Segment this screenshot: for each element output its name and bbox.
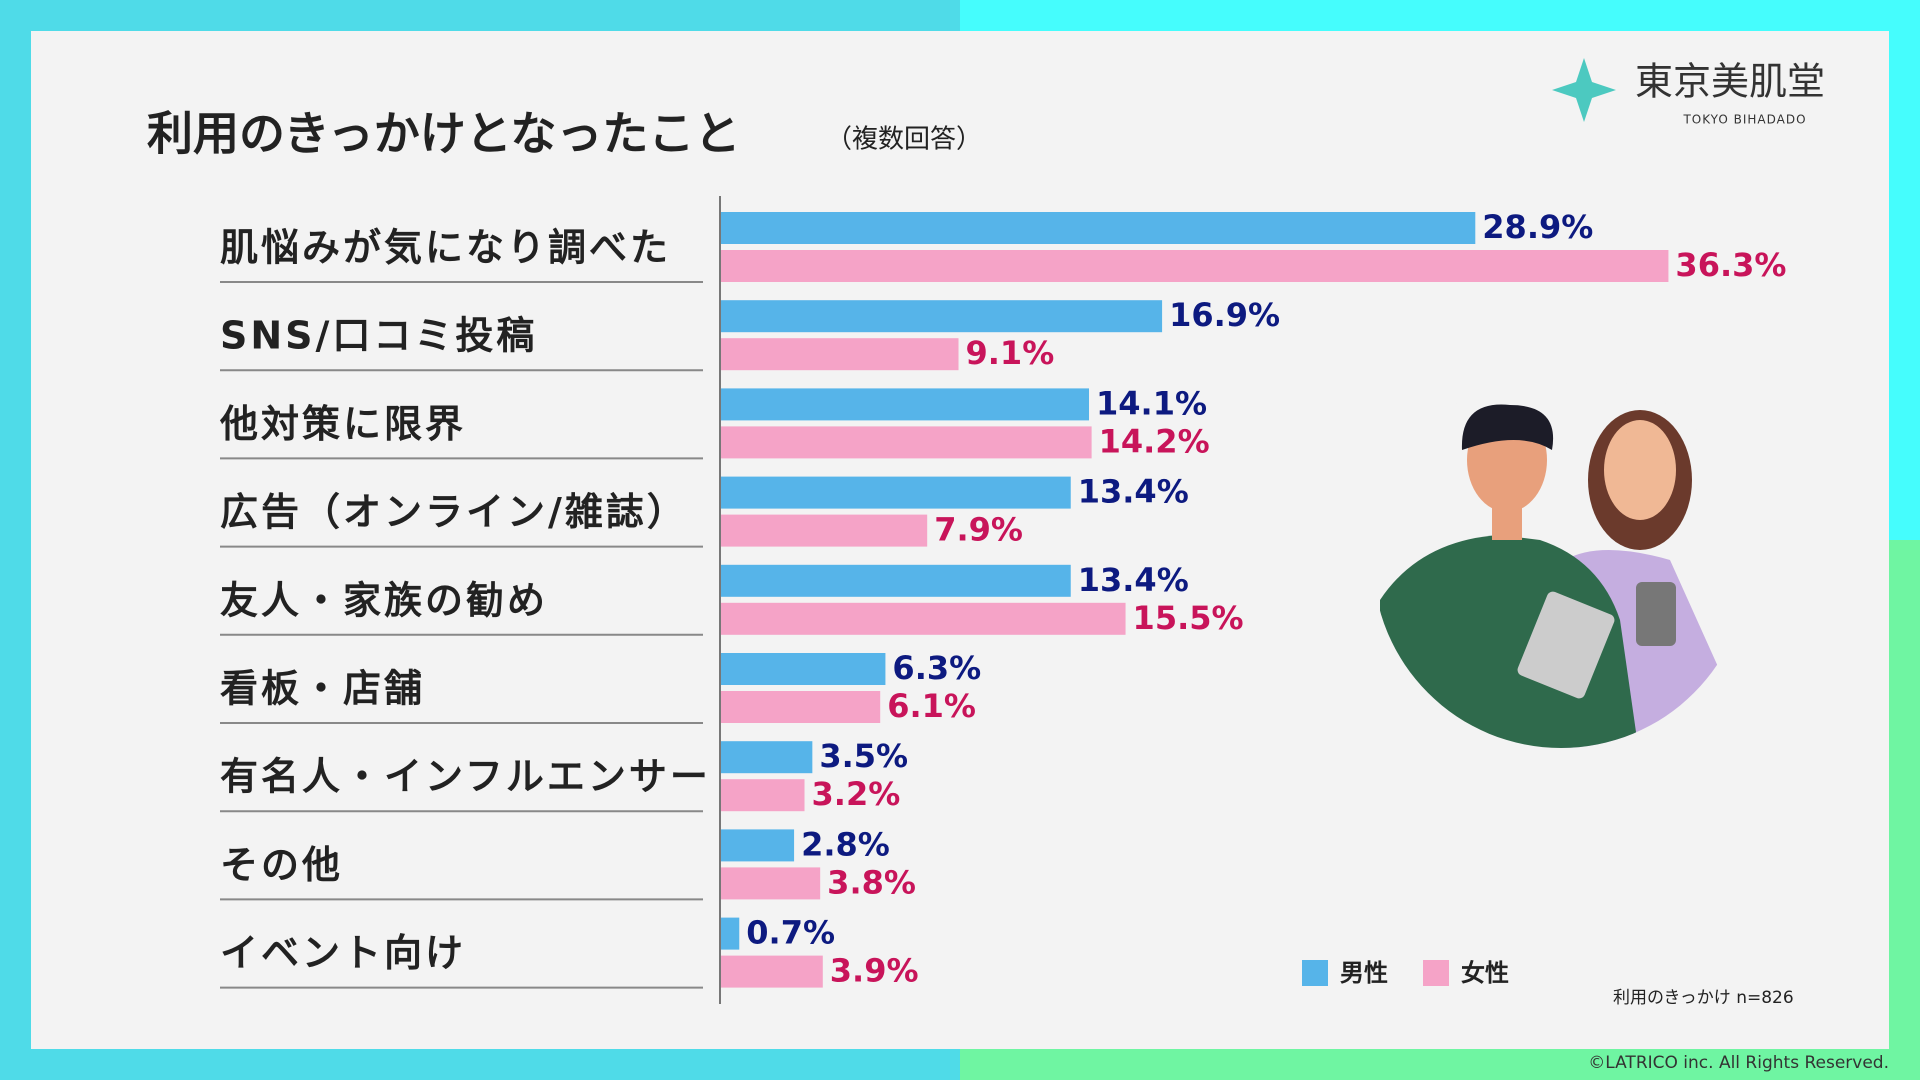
bar <box>721 426 1092 459</box>
value-label: 14.2% <box>1099 422 1210 460</box>
value-label: 13.4% <box>1078 473 1189 511</box>
woman-face <box>1604 420 1676 520</box>
category-label: イベント向け <box>220 931 466 975</box>
value-label: 3.2% <box>812 775 901 813</box>
bar <box>721 602 1126 635</box>
value-label: 9.1% <box>966 334 1055 372</box>
bar <box>721 867 821 900</box>
tablet <box>1517 591 1615 699</box>
value-label: 6.1% <box>887 687 976 725</box>
value-label: 7.9% <box>934 511 1023 549</box>
category-label: SNS/口コミ投稿 <box>220 314 537 358</box>
bar <box>721 564 1071 597</box>
value-label: 2.8% <box>801 825 890 863</box>
bar <box>721 212 1476 244</box>
legend-label: 女性 <box>1461 959 1509 987</box>
bar <box>721 250 1669 282</box>
value-label: 3.5% <box>819 737 908 775</box>
category-label: 有名人・インフルエンサー <box>220 755 711 799</box>
value-label: 14.1% <box>1096 384 1207 422</box>
bar <box>721 955 823 988</box>
bar <box>721 388 1090 421</box>
legend-swatch <box>1423 960 1449 986</box>
value-label: 3.8% <box>827 863 916 901</box>
category-label: 友人・家族の勧め <box>220 578 548 622</box>
bar <box>721 829 795 862</box>
bar <box>721 741 813 774</box>
value-label: 6.3% <box>892 649 981 687</box>
legend-label: 男性 <box>1340 959 1388 987</box>
copyright: ©LATRICO inc. All Rights Reserved. <box>1588 1053 1889 1073</box>
value-label: 15.5% <box>1133 599 1244 637</box>
legend-swatch <box>1302 960 1328 986</box>
value-label: 0.7% <box>746 914 835 952</box>
category-label: 広告（オンライン/雑誌） <box>220 490 688 534</box>
category-label: 肌悩みが気になり調べた <box>220 226 671 270</box>
logo-mark <box>1552 58 1616 122</box>
chart-subtitle: （複数回答） <box>826 125 982 155</box>
logo-star <box>1552 58 1616 122</box>
value-label: 36.3% <box>1675 246 1786 284</box>
logo-text: 東京美肌堂 <box>1635 60 1825 104</box>
value-label: 3.9% <box>830 952 919 990</box>
bar <box>721 917 740 950</box>
man-body <box>1380 535 1640 748</box>
bar <box>721 779 805 812</box>
bar <box>721 476 1071 509</box>
logo-sub: TOKYO BIHADADO <box>1682 113 1806 127</box>
value-label: 28.9% <box>1482 208 1593 246</box>
bar <box>721 338 959 371</box>
category-label: その他 <box>220 843 343 887</box>
bar <box>721 300 1163 333</box>
man-hair <box>1461 404 1554 450</box>
note: 利用のきっかけ n=826 <box>1613 988 1794 1008</box>
bar <box>721 514 928 547</box>
value-label: 13.4% <box>1078 561 1189 599</box>
bar <box>721 653 886 685</box>
value-label: 16.9% <box>1169 296 1280 334</box>
bar <box>721 691 881 723</box>
phone <box>1636 582 1676 646</box>
category-label: 看板・店舗 <box>220 667 425 711</box>
category-label: 他対策に限界 <box>219 402 466 446</box>
chart-title: 利用のきっかけとなったこと <box>147 107 740 161</box>
